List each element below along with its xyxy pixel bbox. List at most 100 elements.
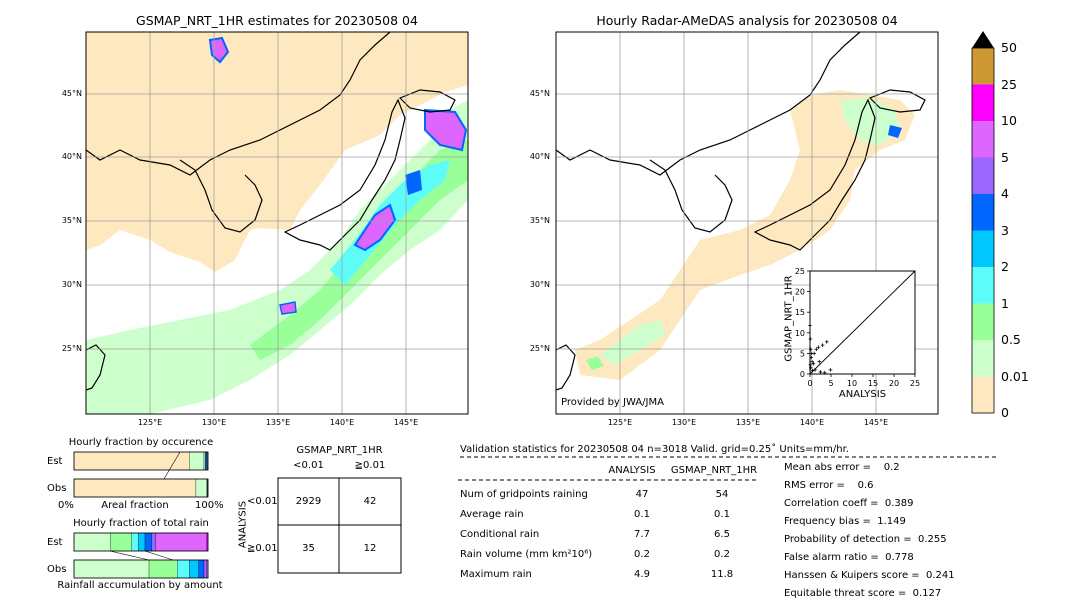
scatter-point bbox=[816, 345, 821, 350]
validation-row-gsmap: 54 bbox=[715, 489, 729, 500]
colorbar-label: 0.01 bbox=[1001, 368, 1029, 384]
map-right-coast-japan bbox=[753, 98, 876, 251]
contingency-cell-01: 42 bbox=[363, 496, 377, 507]
bar-segment bbox=[195, 478, 207, 498]
map-left-lat-45: 45°N bbox=[61, 89, 82, 98]
validation-row-label: Conditional rain bbox=[460, 529, 540, 540]
map-left-lat-30: 30°N bbox=[61, 280, 82, 289]
map-left-lat-35: 35°N bbox=[61, 216, 82, 225]
occurrence-axis-mid: Areal fraction bbox=[101, 500, 169, 511]
scatter-ytick-label: 10 bbox=[795, 329, 805, 338]
colorbar-label: 50 bbox=[1001, 40, 1017, 55]
validation-row-gsmap: 0.2 bbox=[714, 549, 730, 560]
map-right-rain-2 bbox=[840, 98, 900, 145]
map-right-lat-35: 35°N bbox=[529, 216, 550, 225]
map-right-lon-145: 145°E bbox=[863, 418, 889, 427]
contingency-col-lt: <0.01 bbox=[293, 460, 324, 471]
map-left-rain-heavy-3 bbox=[208, 36, 230, 64]
total-connector-2 bbox=[144, 550, 174, 561]
scatter-point bbox=[817, 359, 822, 364]
map-left-coast-korea bbox=[179, 159, 263, 233]
validation-row-analysis: 7.7 bbox=[634, 529, 650, 540]
validation-row-label: Maximum rain bbox=[460, 569, 532, 580]
colorbar-extend-arrow bbox=[972, 31, 994, 48]
scatter-ylabel: GSMAP_NRT_1HR bbox=[783, 275, 795, 362]
colorbar-box bbox=[972, 230, 994, 267]
contingency-row-ge: ≧0.01 bbox=[247, 543, 278, 554]
scatter-ytick-label: 0 bbox=[800, 370, 805, 379]
map-right-lon-125: 125°E bbox=[607, 418, 633, 427]
validation-row-label: Average rain bbox=[460, 509, 524, 520]
colorbar-label: 5 bbox=[1001, 149, 1009, 165]
contingency-cell-00: 2929 bbox=[295, 496, 322, 507]
map-left-grid bbox=[86, 32, 468, 414]
scatter-ytick-label: 15 bbox=[795, 308, 805, 317]
occurrence-bars bbox=[73, 451, 209, 498]
scatter-xtick-label: 10 bbox=[847, 379, 857, 388]
map-right-lon-140: 140°E bbox=[799, 418, 825, 427]
bar-segment bbox=[203, 451, 206, 471]
contingency-title: GSMAP_NRT_1HR bbox=[296, 445, 383, 456]
map-right-rain-3 bbox=[888, 125, 902, 138]
scatter-point bbox=[810, 368, 815, 373]
map-right-credit: Provided by JWA/JMA bbox=[561, 397, 664, 408]
scatter-point bbox=[813, 368, 817, 372]
scatter-point bbox=[809, 366, 813, 370]
scatter-plot: 0 5 10 15 20 25 0 5 10 15 20 25 bbox=[795, 267, 920, 388]
map-right-lat-45: 45°N bbox=[529, 89, 550, 98]
bar-segment bbox=[148, 559, 178, 579]
validation-row-label: Rain volume (mm km²10⁶) bbox=[460, 549, 593, 560]
validation-row-gsmap: 11.8 bbox=[710, 569, 734, 580]
scatter-point bbox=[825, 340, 829, 344]
validation-row-analysis: 4.9 bbox=[634, 569, 650, 580]
colorbar-label: 3 bbox=[1001, 222, 1009, 238]
contingency-col-ge: ≧0.01 bbox=[354, 460, 386, 471]
bar-segment bbox=[131, 532, 139, 552]
map-left-title: GSMAP_NRT_1HR estimates for 20230508 04 bbox=[136, 13, 418, 28]
colorbar bbox=[971, 31, 995, 414]
bar-segment bbox=[198, 559, 205, 579]
scatter-point bbox=[818, 370, 823, 374]
bar-segment bbox=[73, 559, 150, 579]
scatter-xtick-label: 25 bbox=[910, 379, 920, 388]
map-right-lat-25: 25°N bbox=[529, 344, 550, 353]
score-hk: Hanssen & Kuipers score = 0.241 bbox=[784, 570, 955, 581]
scatter-xtick-label: 20 bbox=[889, 379, 899, 388]
scatter-ytick-label: 20 bbox=[795, 288, 805, 297]
scatter-point bbox=[814, 347, 819, 352]
scatter-point bbox=[810, 359, 814, 364]
map-left-rain-heavy-2 bbox=[424, 108, 468, 152]
map-right-coast-hokkaido bbox=[868, 89, 926, 113]
map-right-lat-40: 40°N bbox=[529, 152, 550, 161]
validation-col-gsmap: GSMAP_NRT_1HR bbox=[670, 465, 758, 476]
scatter-xtick-label: 0 bbox=[807, 379, 812, 388]
bar-segment bbox=[151, 532, 156, 552]
colorbar-frame bbox=[971, 47, 995, 414]
map-left-lon-140: 140°E bbox=[329, 418, 355, 427]
colorbar-box bbox=[972, 84, 994, 121]
occurrence-axis-right: 100% bbox=[195, 500, 224, 511]
colorbar-box bbox=[972, 157, 994, 194]
total-obs-frame bbox=[73, 559, 209, 579]
colorbar-label: 1 bbox=[1001, 295, 1009, 311]
bar-segment bbox=[189, 559, 199, 579]
total-footer: Rainfall accumulation by amount bbox=[57, 580, 223, 591]
map-left-frame bbox=[85, 31, 469, 415]
scatter-point bbox=[809, 347, 813, 352]
validation-row-gsmap: 0.1 bbox=[714, 509, 730, 520]
map-left-lon-135: 135°E bbox=[265, 418, 291, 427]
bar-segment bbox=[144, 532, 152, 552]
bar-segment bbox=[155, 532, 207, 552]
validation-row-analysis: 0.1 bbox=[634, 509, 650, 520]
occurrence-title: Hourly fraction by occurence bbox=[68, 437, 214, 448]
map-right-analysis-domain bbox=[575, 90, 915, 380]
occurrence-row-est: Est bbox=[47, 456, 63, 467]
map-left-rain-heavy-5 bbox=[405, 170, 422, 195]
score-corr: Correlation coeff = 0.389 bbox=[784, 498, 914, 509]
occurrence-row-obs: Obs bbox=[47, 483, 67, 494]
colorbar-label: 25 bbox=[1001, 76, 1017, 92]
map-left-rain-heavy-1 bbox=[353, 203, 397, 252]
contingency-row-lt: <0.01 bbox=[247, 496, 278, 507]
colorbar-label: 2 bbox=[1001, 259, 1009, 274]
